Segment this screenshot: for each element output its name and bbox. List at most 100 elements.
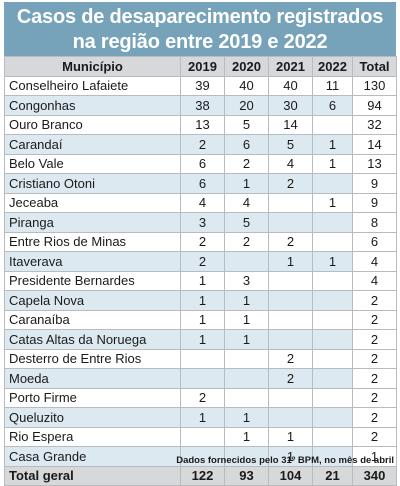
- source-note: Dados fornecidos pelo 31º BPM, no mês de…: [176, 455, 394, 466]
- cell-2021: [268, 387, 313, 408]
- cell-2022: 6: [312, 95, 353, 116]
- cell-2020: 3: [224, 270, 269, 291]
- cell-2021: 30: [268, 95, 313, 116]
- cell-2020: [224, 251, 269, 272]
- total-2022: 21: [312, 465, 353, 486]
- cell-municipio: Congonhas: [4, 95, 181, 116]
- cell-2022: 11: [312, 75, 353, 96]
- table-row: Capela Nova 1 1 2: [4, 290, 397, 311]
- cell-2021: 1: [268, 426, 313, 447]
- table-row: Rio Espera 1 1 2: [4, 426, 397, 447]
- cell-2020: 2: [224, 153, 269, 174]
- cell-2019: 39: [180, 75, 225, 96]
- cell-2021: 40: [268, 75, 313, 96]
- cell-2021: [268, 290, 313, 311]
- cell-municipio: Queluzito: [4, 407, 181, 428]
- total-overall: 340: [352, 465, 397, 486]
- cell-municipio: Casa Grande: [4, 446, 181, 467]
- cell-municipio: Desterro de Entre Rios: [4, 348, 181, 369]
- cell-total: 32: [352, 114, 397, 135]
- title-line-1: Casos de desaparecimento registrados: [16, 6, 384, 28]
- cell-2019: [180, 348, 225, 369]
- cell-2019: 6: [180, 153, 225, 174]
- total-2020: 93: [224, 465, 269, 486]
- cell-total: 2: [352, 329, 397, 350]
- cell-2020: 1: [224, 309, 269, 330]
- cell-municipio: Caranaíba: [4, 309, 181, 330]
- cell-2022: [312, 212, 353, 233]
- cell-municipio: Presidente Bernardes: [4, 270, 181, 291]
- total-row: Total geral 122 93 104 21 340: [4, 465, 397, 486]
- cell-2019: 3: [180, 212, 225, 233]
- header-cell-total: Total: [352, 56, 397, 77]
- cell-2020: 1: [224, 407, 269, 428]
- cell-2021: [268, 212, 313, 233]
- cell-total: 6: [352, 231, 397, 252]
- header-cell-municipio: Município: [4, 56, 181, 77]
- cell-2022: [312, 348, 353, 369]
- cell-municipio: Itaverava: [4, 251, 181, 272]
- cell-2021: 2: [268, 173, 313, 194]
- header-row: Município 2019 2020 2021 2022 Total: [4, 56, 397, 77]
- title-line-2: na região entre 2019 e 2022: [72, 31, 328, 53]
- cell-total: 13: [352, 153, 397, 174]
- cell-total: 4: [352, 270, 397, 291]
- cell-total: 2: [352, 387, 397, 408]
- cell-2022: [312, 407, 353, 428]
- table-row: Belo Vale 6 2 4 1 13: [4, 153, 397, 174]
- table-row: Desterro de Entre Rios 2 2: [4, 348, 397, 369]
- table-row: Moeda 2 2: [4, 368, 397, 389]
- cell-2020: 5: [224, 114, 269, 135]
- header-cell-2020: 2020: [224, 56, 269, 77]
- cell-total: 8: [352, 212, 397, 233]
- cell-total: 2: [352, 407, 397, 428]
- total-label: Total geral: [4, 465, 181, 486]
- cell-2020: 1: [224, 329, 269, 350]
- table-row: Piranga 3 5 8: [4, 212, 397, 233]
- cell-2019: 1: [180, 270, 225, 291]
- cell-2022: 1: [312, 153, 353, 174]
- cell-total: 130: [352, 75, 397, 96]
- cell-2022: 1: [312, 134, 353, 155]
- table-header: Município 2019 2020 2021 2022 Total: [4, 56, 397, 77]
- table-row: Conselheiro Lafaiete 39 40 40 11 130: [4, 75, 397, 96]
- cell-2020: 5: [224, 212, 269, 233]
- header-cell-2021: 2021: [268, 56, 313, 77]
- cell-total: 14: [352, 134, 397, 155]
- table-row: Ouro Branco 13 5 14 32: [4, 114, 397, 135]
- cell-2022: 1: [312, 251, 353, 272]
- cell-2019: 6: [180, 173, 225, 194]
- cell-2021: [268, 309, 313, 330]
- cell-2021: [268, 270, 313, 291]
- table-row: Queluzito 1 1 2: [4, 407, 397, 428]
- cell-municipio: Catas Altas da Noruega: [4, 329, 181, 350]
- table-row: Itaverava 2 1 1 4: [4, 251, 397, 272]
- cell-2022: [312, 309, 353, 330]
- table-row: Jeceaba 4 4 1 9: [4, 192, 397, 213]
- cell-2020: [224, 387, 269, 408]
- cell-2020: [224, 368, 269, 389]
- cell-2020: 1: [224, 426, 269, 447]
- cell-2019: 2: [180, 231, 225, 252]
- cell-total: 1: [352, 446, 397, 467]
- table-row: Porto Firme 2 2: [4, 387, 397, 408]
- title-banner: Casos de desaparecimento registrados na …: [4, 2, 396, 56]
- cell-2022: [312, 290, 353, 311]
- table-row: Caranaíba 1 1 2: [4, 309, 397, 330]
- cell-2019: 1: [180, 290, 225, 311]
- cell-2019: [180, 368, 225, 389]
- cell-municipio: Moeda: [4, 368, 181, 389]
- cell-municipio: Carandaí: [4, 134, 181, 155]
- cell-2022: [312, 329, 353, 350]
- cell-2022: [312, 368, 353, 389]
- cell-2022: 1: [312, 192, 353, 213]
- cell-2019: 13: [180, 114, 225, 135]
- cell-2019: 2: [180, 134, 225, 155]
- cell-2020: 2: [224, 231, 269, 252]
- cell-municipio: Rio Espera: [4, 426, 181, 447]
- cell-2019: 4: [180, 192, 225, 213]
- cell-2022: [312, 387, 353, 408]
- header-cell-2022: 2022: [312, 56, 353, 77]
- cell-2022: [312, 114, 353, 135]
- table-row: Presidente Bernardes 1 3 4: [4, 270, 397, 291]
